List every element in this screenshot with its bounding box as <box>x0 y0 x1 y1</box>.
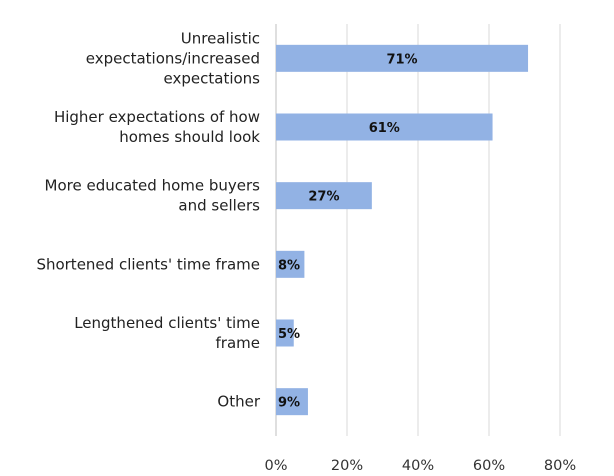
category-labels: Unrealistic expectations/increased expecta… <box>36 29 260 410</box>
x-tick-label: 60% <box>473 458 505 474</box>
category-label-line: Unrealistic <box>181 29 260 47</box>
bar <box>276 250 305 278</box>
data-label: 9% <box>278 396 300 411</box>
category-label-line: More educated home buyers <box>45 177 261 195</box>
bar <box>276 113 493 141</box>
category-label-line: and sellers <box>178 197 260 215</box>
category-label: Higher expectations of how homes should l… <box>54 108 260 146</box>
x-axis-ticks: 0% 20% 40% 60% 80% <box>264 458 576 474</box>
gridlines <box>275 24 561 436</box>
category-label-line: Higher expectations of how <box>54 108 260 126</box>
x-tick-label: 20% <box>331 458 363 474</box>
data-label: 71% <box>386 52 417 67</box>
x-tick-label: 80% <box>544 458 576 474</box>
data-label: 8% <box>278 258 300 273</box>
category-label-line: expectations <box>164 69 261 87</box>
category-label-line: frame <box>216 334 260 352</box>
data-label: 27% <box>308 190 339 205</box>
category-label-line: homes should look <box>119 128 260 146</box>
category-label: Shortened clients' time frame <box>36 255 260 273</box>
category-label-line: Other <box>217 393 260 411</box>
bar <box>276 319 294 347</box>
bars: 71% 61% 27% 8% 5% 9% <box>276 44 529 416</box>
x-tick-label: 0% <box>264 458 287 474</box>
category-label-line: Shortened clients' time frame <box>36 255 260 273</box>
bar <box>276 388 308 416</box>
category-label: More educated home buyers and sellers <box>45 177 261 215</box>
bar <box>276 182 372 210</box>
category-label-line: expectations/increased <box>86 49 260 67</box>
category-label: Other <box>217 393 260 411</box>
x-tick-label: 40% <box>402 458 434 474</box>
data-label: 5% <box>278 327 300 342</box>
bar <box>276 44 529 72</box>
data-label: 61% <box>369 121 400 136</box>
category-label: Unrealistic expectations/increased expecta… <box>86 29 260 87</box>
category-label: Lengthened clients' time frame <box>74 314 260 352</box>
category-label-line: Lengthened clients' time <box>74 314 260 332</box>
